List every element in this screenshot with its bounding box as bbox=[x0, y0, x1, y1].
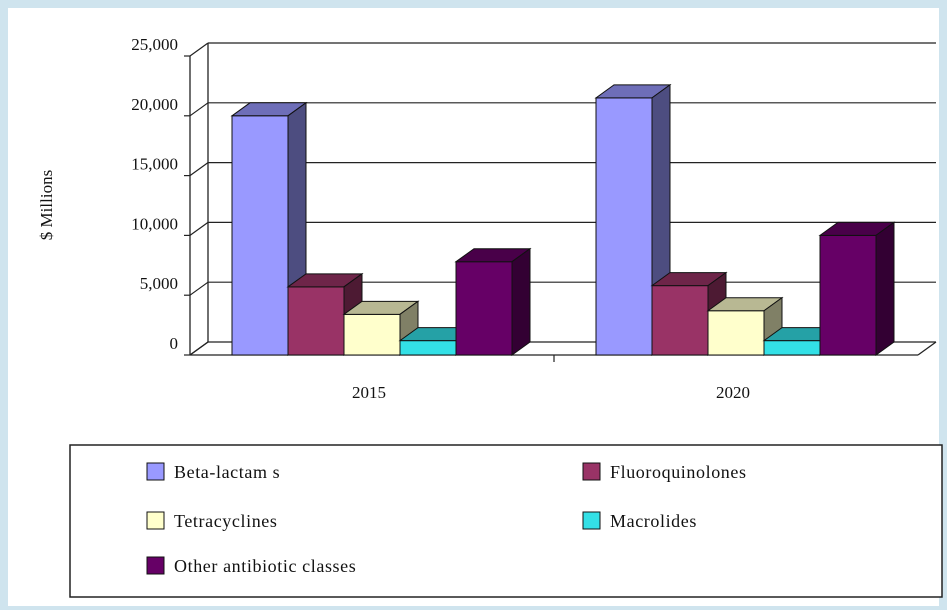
bar-front bbox=[707, 310, 765, 356]
legend-label: Tetracyclines bbox=[174, 511, 278, 531]
legend-label: Fluoroquinolones bbox=[610, 462, 747, 482]
axes: 0 5,000 10,000 15,000 20,000 25,000 2015 2020 bbox=[131, 35, 937, 402]
gridline-diagonal bbox=[189, 221, 209, 236]
x-tick-label: 2015 bbox=[352, 383, 386, 402]
y-tick-label: 0 bbox=[170, 334, 179, 353]
floor-right-edge bbox=[917, 341, 937, 356]
axis-labels: $ Millions bbox=[37, 170, 56, 240]
legend-swatch bbox=[146, 556, 165, 575]
legend-box bbox=[69, 444, 943, 598]
gridline-diagonal bbox=[189, 281, 209, 296]
bar-front bbox=[231, 115, 289, 356]
gridline-diagonal bbox=[189, 162, 209, 177]
gridline-diagonal bbox=[189, 42, 209, 57]
bar bbox=[818, 221, 896, 356]
bar-front bbox=[343, 313, 401, 356]
legend-label: Beta-lactam s bbox=[174, 462, 280, 482]
legend-label: Macrolides bbox=[610, 511, 697, 531]
legend-swatch bbox=[146, 511, 165, 530]
bar-front bbox=[595, 97, 653, 356]
legend-swatch bbox=[582, 511, 601, 530]
bar bbox=[454, 247, 532, 356]
legend-swatch bbox=[146, 462, 165, 481]
bar-front bbox=[763, 340, 821, 356]
bar-front bbox=[399, 340, 457, 356]
y-tick-label: 25,000 bbox=[131, 35, 178, 54]
bar-side bbox=[511, 247, 531, 356]
bar-front bbox=[651, 285, 709, 356]
bars bbox=[230, 83, 896, 356]
y-tick-label: 20,000 bbox=[131, 95, 178, 114]
bar-front bbox=[287, 286, 345, 356]
x-tick-label: 2020 bbox=[716, 383, 750, 402]
bar-front bbox=[455, 261, 513, 356]
gridline-diagonal bbox=[189, 102, 209, 117]
y-tick-label: 5,000 bbox=[140, 274, 178, 293]
bar bbox=[342, 300, 420, 356]
y-tick-label: 15,000 bbox=[131, 155, 178, 174]
legend-swatch bbox=[582, 462, 601, 481]
y-tick-label: 10,000 bbox=[131, 214, 178, 233]
legend-label: Other antibiotic classes bbox=[174, 556, 356, 576]
legend: Beta-lactam s Fluoroquinolones Tetracyclin… bbox=[69, 444, 943, 598]
y-axis-label: $ Millions bbox=[37, 170, 56, 240]
floor-left-edge bbox=[189, 341, 209, 356]
bar-front bbox=[819, 234, 877, 356]
bar-side bbox=[875, 221, 895, 356]
